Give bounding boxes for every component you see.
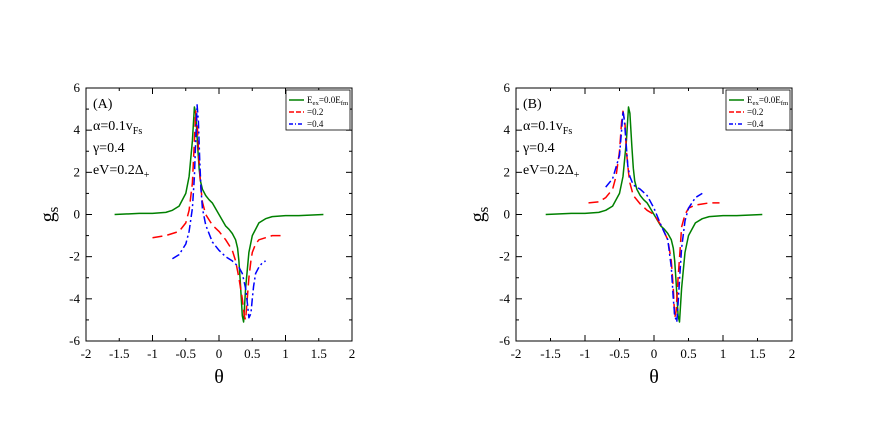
- legend-label-main: E: [307, 95, 313, 105]
- annotation-0: α=0.1vFs: [93, 119, 142, 137]
- legend-label-mid: =0.0E: [319, 95, 341, 105]
- y-axis-label-sub: s: [476, 206, 492, 212]
- series-line-0: [545, 106, 763, 323]
- legend-label-main: =0.2: [747, 107, 763, 117]
- legend-box: [285, 89, 351, 131]
- x-tick-label: 2: [349, 346, 356, 361]
- annotation-2-sub: +: [574, 170, 580, 181]
- legend-label-main: =0.4: [307, 119, 324, 129]
- y-axis-label: gs: [467, 206, 492, 222]
- y-tick-label: 4: [74, 122, 81, 137]
- x-tick-label: -1.5: [540, 346, 561, 361]
- x-axis-label: θ: [649, 366, 659, 388]
- x-tick-label: 1.5: [749, 346, 765, 361]
- legend-label-sub: ex: [313, 100, 320, 107]
- y-tick-label: -2: [499, 249, 510, 264]
- y-tick-label: -4: [499, 291, 510, 306]
- panel-label: (A): [93, 97, 113, 112]
- panel-b: -2 -1.5 -1 -0.5 0 0.5 1 1.5 2 -6 -4 -2 0 2 4 6 θ gs (B) α=0…: [467, 80, 795, 388]
- legend-label-sub: ex: [753, 100, 760, 107]
- x-axis-label: θ: [214, 366, 224, 388]
- annotation-0-sub: Fs: [133, 126, 143, 137]
- x-tick-label: 1: [282, 346, 289, 361]
- series-line-0: [114, 106, 324, 323]
- annotation-0-main: α=0.1v: [523, 119, 563, 134]
- y-tick-label: 2: [74, 164, 81, 179]
- annotation-2: eV=0.2Δ+: [93, 163, 150, 181]
- x-tick-label: -1: [147, 346, 158, 361]
- y-tick-label: 4: [504, 122, 511, 137]
- y-axis-label-main: g: [467, 212, 489, 222]
- x-tick-label: 1.5: [311, 346, 327, 361]
- series-line-1: [152, 110, 286, 321]
- x-tick-label: 0: [651, 346, 658, 361]
- y-axis-label-main: g: [37, 212, 59, 222]
- legend-label-1: =0.2: [747, 107, 763, 117]
- annotation-2-sub: +: [144, 170, 150, 181]
- annotation-2: eV=0.2Δ+: [523, 163, 580, 181]
- annotation-0-sub: Fs: [563, 126, 573, 137]
- x-tick-label: 0: [216, 346, 223, 361]
- y-tick-label: -6: [69, 333, 80, 348]
- legend-label-2: =0.4: [747, 119, 764, 129]
- y-tick-label: 6: [504, 80, 511, 95]
- y-tick-label: -6: [499, 333, 510, 348]
- x-tick-label: -0.5: [609, 346, 630, 361]
- legend-label-mid: =0.0E: [759, 95, 781, 105]
- y-axis-label-group: gs: [467, 206, 492, 222]
- x-tick-label: -1.5: [109, 346, 130, 361]
- legend-box: [725, 89, 791, 131]
- legend-label-0: Eex=0.0Efm: [307, 95, 349, 107]
- legend-label-main: =0.4: [747, 119, 764, 129]
- legend-label-main: =0.2: [307, 107, 323, 117]
- x-tick-label: 0.5: [680, 346, 696, 361]
- series-line-2: [605, 110, 703, 323]
- x-tick-label: -0.5: [175, 346, 196, 361]
- x-tick-label: -1: [580, 346, 591, 361]
- annotation-0-main: α=0.1v: [93, 119, 133, 134]
- y-tick-label: -4: [69, 291, 80, 306]
- legend-label-1: =0.2: [307, 107, 323, 117]
- series-line-2: [172, 104, 266, 319]
- y-axis-label-sub: s: [46, 206, 62, 212]
- y-tick-label: -2: [69, 249, 80, 264]
- panel-a: -2 -1.5 -1 -0.5 0 0.5 1 1.5 2 -6 -4 -2 0 2 4 6 θ gs (A) α=0…: [37, 80, 355, 388]
- x-tick-label: 0.5: [244, 346, 260, 361]
- x-tick-label: 1: [720, 346, 727, 361]
- y-tick-label: 2: [504, 164, 511, 179]
- y-axis-label-group: gs: [37, 206, 62, 222]
- annotation-1: γ=0.4: [522, 141, 555, 156]
- legend-label-sub2: fm: [781, 100, 789, 107]
- legend-label-main: E: [747, 95, 753, 105]
- y-tick-label: 0: [504, 207, 511, 222]
- legend-label-sub2: fm: [341, 100, 349, 107]
- annotation-0: α=0.1vFs: [523, 119, 572, 137]
- legend-label-0: Eex=0.0Efm: [747, 95, 789, 107]
- x-tick-label: -2: [81, 346, 92, 361]
- panel-label: (B): [523, 97, 542, 112]
- y-tick-label: 0: [74, 207, 81, 222]
- annotation-1-main: γ=0.4: [522, 141, 555, 156]
- x-tick-label: 2: [789, 346, 796, 361]
- y-tick-label: 6: [74, 80, 81, 95]
- annotation-1: γ=0.4: [92, 141, 125, 156]
- annotation-2-main: eV=0.2Δ: [523, 163, 574, 178]
- x-tick-label: -2: [511, 346, 522, 361]
- annotation-1-main: γ=0.4: [92, 141, 125, 156]
- y-axis-label: gs: [37, 206, 62, 222]
- legend-label-2: =0.4: [307, 119, 324, 129]
- annotation-2-main: eV=0.2Δ: [93, 163, 144, 178]
